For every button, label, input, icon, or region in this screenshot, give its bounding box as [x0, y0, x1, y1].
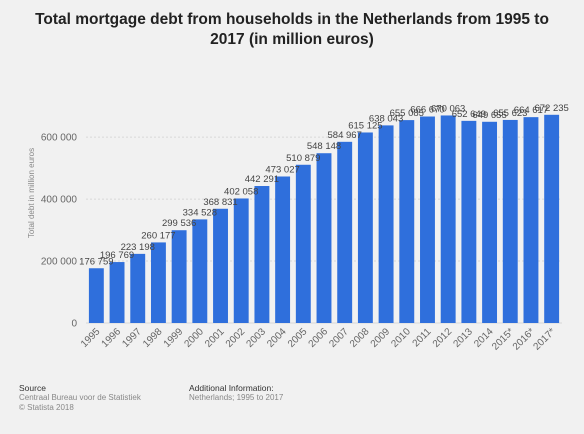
- bar: [399, 120, 415, 323]
- x-tick-label: 2015*: [490, 326, 516, 352]
- x-tick-label: 1999: [162, 326, 186, 350]
- y-tick-label: 200 000: [41, 257, 78, 268]
- x-tick-label: 2009: [369, 326, 393, 350]
- bar: [316, 153, 332, 323]
- y-tick-label: 0: [71, 319, 77, 330]
- x-tick-label: 1998: [141, 326, 165, 350]
- data-label: 670 063: [431, 103, 465, 114]
- bar: [192, 219, 208, 323]
- data-label: 176 759: [79, 256, 113, 267]
- bars: [88, 114, 560, 323]
- data-label: 664 617: [514, 105, 548, 116]
- x-tick-label: 2017*: [532, 326, 558, 352]
- x-tick-label: 2005: [286, 326, 310, 350]
- x-tick-label: 2012: [431, 326, 455, 350]
- x-tick-label: 2013: [451, 326, 475, 350]
- x-tick-label: 2008: [348, 326, 372, 350]
- data-label: 402 058: [224, 186, 258, 197]
- x-tick-label: 2002: [224, 326, 248, 350]
- data-label: 638 043: [369, 113, 403, 124]
- bar: [213, 208, 228, 323]
- data-label: 672 235: [534, 103, 568, 114]
- bar: [440, 115, 456, 323]
- data-label: 666 670: [410, 105, 444, 116]
- copyright: © Statista 2018: [19, 403, 74, 412]
- x-tick-label: 2011: [411, 326, 434, 349]
- data-label: 299 536: [162, 218, 196, 229]
- x-tick-label: 2016*: [511, 326, 537, 352]
- bar: [295, 164, 311, 323]
- bar: [482, 121, 498, 323]
- data-label: 548 148: [307, 141, 341, 152]
- additional-info-text: Netherlands; 1995 to 2017: [189, 393, 284, 402]
- bar: [275, 176, 291, 323]
- bar: [337, 141, 353, 323]
- bar: [420, 116, 435, 323]
- source-block: Source Centraal Bureau voor de Statistie…: [19, 383, 141, 413]
- x-tick-label: 2000: [182, 326, 206, 350]
- y-axis-label: Total debt in million euros: [27, 148, 36, 238]
- bar: [109, 262, 125, 323]
- x-tick-label: 2003: [245, 326, 269, 350]
- y-tick-label: 600 000: [41, 133, 78, 144]
- data-label: 584 967: [328, 130, 362, 141]
- x-tick-label: 2001: [203, 326, 227, 350]
- additional-info-heading: Additional Information:: [189, 383, 274, 393]
- x-tick-label: 1995: [79, 326, 103, 350]
- bar: [254, 186, 270, 323]
- bar: [357, 132, 373, 323]
- data-label: 655 085: [390, 108, 424, 119]
- data-label: 260 177: [141, 230, 175, 241]
- data-label: 655 623: [493, 108, 527, 119]
- x-tick-label: 2007: [327, 326, 351, 350]
- bar: [150, 242, 166, 323]
- x-tick-label: 1996: [100, 326, 124, 350]
- data-label: 652 649: [452, 109, 486, 120]
- bar: [171, 230, 187, 323]
- data-label: 649 655: [472, 110, 506, 121]
- y-tick-label: 400 000: [41, 195, 78, 206]
- data-label: 615 125: [348, 120, 382, 131]
- x-tick-label: 1997: [120, 326, 144, 350]
- bar: [130, 253, 146, 323]
- data-label: 223 198: [121, 242, 155, 253]
- source-name: Centraal Bureau voor de Statistiek: [19, 393, 141, 402]
- x-axis-ticks: 1995199619971998199920002001200220032004…: [79, 326, 558, 353]
- data-label: 473 027: [265, 164, 299, 175]
- data-label: 368 831: [203, 197, 237, 208]
- bar: [233, 198, 249, 323]
- bar: [88, 268, 104, 323]
- data-label: 334 528: [183, 207, 217, 218]
- bar: [461, 120, 477, 323]
- x-tick-label: 2004: [265, 326, 289, 350]
- chart-title: Total mortgage debt from households in t…: [35, 11, 549, 48]
- x-tick-label: 2010: [389, 326, 413, 350]
- bar: [544, 114, 560, 323]
- bar: [523, 117, 539, 323]
- bar: [378, 125, 394, 323]
- data-label: 196 769: [100, 250, 134, 261]
- y-axis-ticks: 0 200 000 400 000 600 000: [41, 133, 78, 330]
- data-label: 442 291: [245, 174, 279, 185]
- source-heading: Source: [19, 383, 46, 393]
- additional-info-block: Additional Information: Netherlands; 199…: [189, 383, 283, 403]
- bar: [502, 119, 518, 323]
- x-tick-label: 2006: [307, 326, 331, 350]
- data-label: 510 879: [286, 153, 320, 164]
